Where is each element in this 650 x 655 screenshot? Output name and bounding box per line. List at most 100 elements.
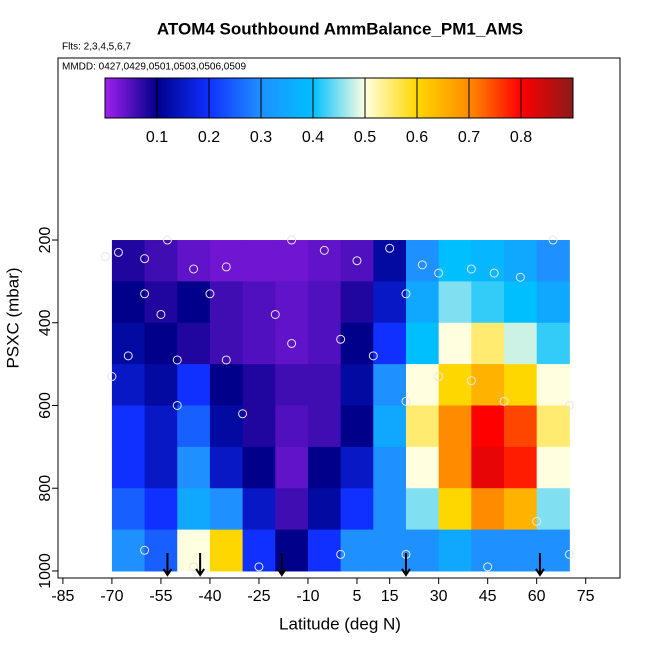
- heatmap-cell: [373, 488, 407, 531]
- heatmap-cell: [275, 364, 309, 406]
- sample-point: [156, 309, 166, 319]
- heatmap-cell: [242, 240, 276, 282]
- arrow: [401, 552, 411, 577]
- sample-point: [254, 562, 264, 572]
- heatmap-cell: [209, 281, 244, 324]
- heatmap-cell: [242, 529, 276, 572]
- heatmap-cell: [340, 529, 374, 572]
- sample-point: [107, 372, 117, 382]
- sample-point: [564, 549, 574, 559]
- arrow: [195, 552, 205, 577]
- heatmap-cell: [536, 322, 570, 365]
- heatmap-cell: [242, 446, 276, 489]
- sample-point: [172, 400, 182, 410]
- heatmap-cell: [275, 322, 309, 365]
- colorbar-tick-label: 0.6: [406, 129, 428, 146]
- sample-point: [385, 243, 395, 253]
- heatmap-cell: [307, 529, 342, 572]
- sample-point: [100, 252, 110, 262]
- heatmap-cell: [111, 281, 146, 324]
- heatmap-cell: [209, 529, 244, 572]
- heatmap-cell: [144, 488, 178, 531]
- heatmap-cell: [275, 488, 309, 531]
- chart-title: ATOM4 Southbound AmmBalance_PM1_AMS: [157, 19, 523, 38]
- x-tick-label: -10: [296, 588, 319, 605]
- y-tick-label: 1000: [37, 553, 54, 589]
- heatmap-cell: [536, 446, 570, 489]
- arrow: [276, 552, 287, 577]
- sample-point: [489, 268, 499, 278]
- plot-frame: [57, 57, 621, 579]
- sample-point: [189, 264, 199, 274]
- colorbar-tick-label: 0.8: [510, 129, 532, 146]
- heatmap-cell: [307, 322, 342, 365]
- colorbar-tick-label: 0.4: [302, 129, 324, 146]
- heatmap-cell: [209, 405, 244, 448]
- colorbar-tick-label: 0.2: [198, 129, 220, 146]
- heatmap-cell: [144, 281, 178, 324]
- x-tick-label: 30: [430, 588, 448, 605]
- x-tick-label: 45: [479, 588, 497, 605]
- heatmap-cell: [340, 281, 374, 324]
- heatmap-cell: [340, 446, 374, 489]
- heatmap-cell: [438, 240, 472, 282]
- heatmap-cell: [144, 240, 178, 282]
- heatmap-cell: [242, 405, 276, 448]
- heatmap-cell: [275, 405, 309, 448]
- heatmap-cell: [504, 446, 538, 489]
- colorbar-tick-label: 0.5: [354, 129, 376, 146]
- x-tick-label: 60: [528, 588, 546, 605]
- sample-point: [401, 396, 411, 406]
- heatmap-cell: [373, 446, 407, 489]
- sample-point: [466, 264, 476, 274]
- heatmap-cell: [177, 446, 211, 489]
- sample-point: [466, 376, 476, 386]
- colorbar-tick-label: 0.1: [146, 129, 168, 146]
- subtitle: Flts: 2,3,4,5,6,7: [62, 42, 131, 53]
- heatmap-cell: [307, 281, 342, 324]
- sample-point: [336, 334, 346, 344]
- heatmap-cell: [471, 405, 505, 448]
- x-tick-label: 75: [577, 588, 595, 605]
- heatmap-cell: [504, 405, 538, 448]
- heatmap-cell: [405, 488, 440, 531]
- sample-point: [417, 260, 427, 270]
- x-tick-label: -55: [149, 588, 172, 605]
- heatmap-cell: [471, 446, 505, 489]
- heatmap-cell: [536, 281, 570, 324]
- y-tick-label: 600: [37, 392, 54, 419]
- sample-point: [162, 235, 172, 245]
- heatmap-cell: [405, 529, 440, 572]
- heatmap-cell: [438, 488, 472, 531]
- y-tick-label: 800: [37, 475, 54, 502]
- heatmap-cell: [307, 364, 342, 406]
- heatmap-cell: [111, 488, 146, 531]
- heatmap-cell: [340, 322, 374, 365]
- heatmap-cell: [504, 322, 538, 365]
- colorbar: [104, 77, 574, 119]
- sample-point: [532, 516, 542, 526]
- heatmap-cell: [373, 281, 407, 324]
- heatmap-cell: [405, 446, 440, 489]
- heatmap-cell: [111, 405, 146, 448]
- heatmap-cell: [373, 322, 407, 365]
- x-axis-title: Latitude (deg N): [279, 614, 401, 633]
- heatmap-cell: [275, 446, 309, 489]
- sample-point: [189, 562, 199, 572]
- sample-point: [548, 235, 558, 245]
- heatmap-cell: [209, 364, 244, 406]
- heatmap-cell: [536, 529, 570, 572]
- x-tick-label: 15: [381, 588, 399, 605]
- colorbar-tick-label: 0.7: [458, 129, 480, 146]
- heatmap-cell: [144, 529, 178, 572]
- heatmap-cell: [504, 364, 538, 406]
- sample-point: [140, 289, 150, 299]
- heatmap-cell: [340, 488, 374, 531]
- heatmap-cell: [340, 364, 374, 406]
- sample-point: [319, 245, 329, 255]
- heatmap-cell: [438, 281, 472, 324]
- heatmap-cell: [177, 529, 211, 572]
- heatmap-cell: [504, 281, 538, 324]
- sample-point: [221, 262, 231, 272]
- sample-point: [172, 355, 182, 365]
